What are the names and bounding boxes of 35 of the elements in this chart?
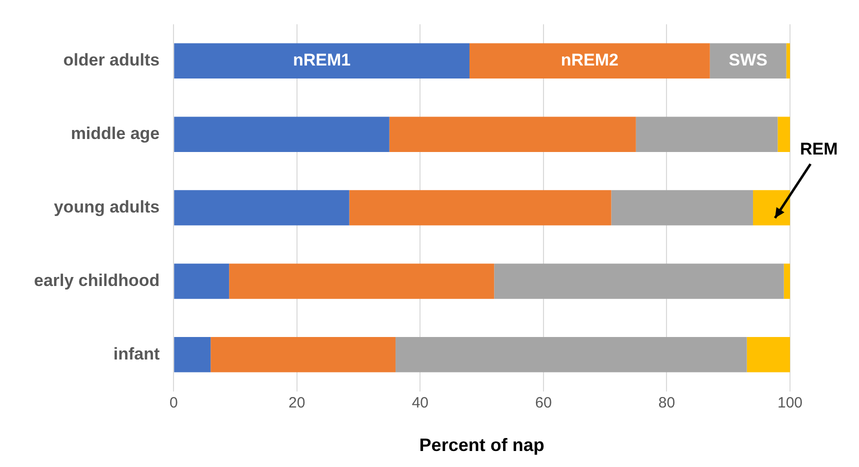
series-label: nREM2 <box>560 50 618 70</box>
series-label: nREM1 <box>293 50 351 70</box>
x-tick-label: 40 <box>412 394 429 412</box>
bar <box>174 264 230 299</box>
bar <box>753 190 790 226</box>
bar <box>210 337 396 372</box>
bar <box>174 43 470 79</box>
bar <box>174 337 211 372</box>
y-tick-label: early childhood <box>34 270 160 290</box>
series-label: REM <box>800 139 838 158</box>
y-tick-label: infant <box>113 344 160 364</box>
x-tick-label: 20 <box>288 394 306 412</box>
bar <box>611 190 754 226</box>
bar <box>396 337 747 372</box>
x-tick-label: 0 <box>169 394 178 412</box>
bar <box>746 337 790 372</box>
bar <box>636 116 778 152</box>
x-tick-label: 60 <box>535 394 552 412</box>
y-tick-label: older adults <box>63 50 160 70</box>
bar <box>174 116 390 152</box>
series-label: SWS <box>728 50 768 70</box>
bar <box>174 190 350 226</box>
bar <box>469 43 710 79</box>
bar <box>786 43 790 79</box>
bar <box>349 190 612 226</box>
bar <box>229 264 494 299</box>
bar <box>494 264 784 299</box>
x-axis-title: Percent of nap <box>419 435 544 456</box>
x-tick-label: 80 <box>658 394 676 412</box>
y-tick-label: middle age <box>70 124 160 144</box>
bar <box>778 116 790 152</box>
x-tick-label: 100 <box>777 394 803 412</box>
y-tick-label: young adults <box>54 197 160 216</box>
bar <box>784 264 790 299</box>
bar <box>389 116 636 152</box>
